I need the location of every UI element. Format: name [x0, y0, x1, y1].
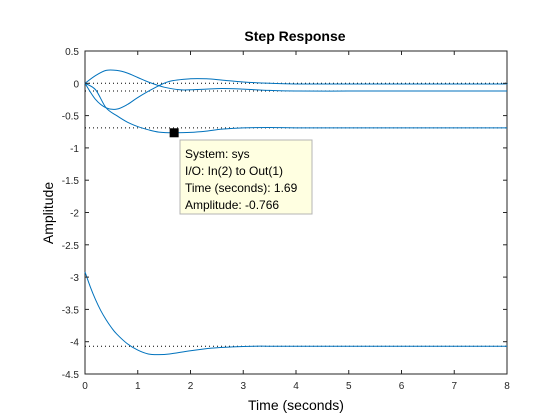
chart-title: Step Response — [244, 28, 345, 44]
datatip-io: I/O: In(2) to Out(1) — [185, 164, 283, 178]
x-tick-label: 3 — [240, 381, 246, 392]
y-tick-label: 0 — [73, 79, 79, 90]
plot-area: 0 1 2 3 4 5 6 7 8 0.5 0 -0.5 -1 -1.5 -2 -2.5 -3 -3.5 -4 -4… — [62, 47, 510, 392]
response-curve — [84, 69, 507, 92]
x-tick-label: 6 — [399, 381, 405, 392]
y-axis-ticks: 0.5 0 -0.5 -1 -1.5 -2 -2.5 -3 -3.5 -4 -4.5 — [62, 47, 507, 381]
x-tick-label: 1 — [135, 381, 141, 392]
response-curve — [84, 78, 508, 110]
y-tick-label: -1.5 — [62, 176, 80, 187]
y-tick-label: -2.5 — [62, 241, 80, 252]
x-tick-label: 7 — [451, 381, 457, 392]
x-axis-ticks: 0 1 2 3 4 5 6 7 8 — [82, 51, 510, 392]
x-tick-label: 4 — [293, 381, 299, 392]
x-axis-label: Time (seconds) — [248, 397, 344, 413]
datatip[interactable]: System: sys I/O: In(2) to Out(1) Time (s… — [179, 139, 313, 215]
response-curve — [84, 82, 507, 134]
datatip-amplitude: Amplitude: -0.766 — [185, 198, 279, 212]
x-tick-label: 0 — [82, 381, 88, 392]
datatip-marker[interactable] — [169, 128, 179, 138]
y-tick-label: -4 — [70, 338, 79, 349]
response-curves — [84, 69, 508, 356]
x-tick-label: 5 — [346, 381, 352, 392]
datatip-box — [179, 139, 313, 215]
x-tick-label: 8 — [504, 381, 510, 392]
response-curve — [84, 271, 507, 356]
y-tick-label: -2 — [70, 209, 79, 220]
datatip-time: Time (seconds): 1.69 — [185, 181, 298, 195]
y-tick-label: -4.5 — [62, 370, 80, 381]
y-axis-label: Amplitude — [40, 182, 56, 244]
y-tick-label: -3.5 — [62, 305, 80, 316]
y-tick-label: 0.5 — [65, 47, 79, 58]
y-tick-label: -1 — [70, 144, 79, 155]
datatip-system: System: sys — [185, 147, 250, 161]
y-tick-label: -3 — [70, 273, 79, 284]
y-tick-label: -0.5 — [62, 112, 80, 123]
x-tick-label: 2 — [188, 381, 194, 392]
